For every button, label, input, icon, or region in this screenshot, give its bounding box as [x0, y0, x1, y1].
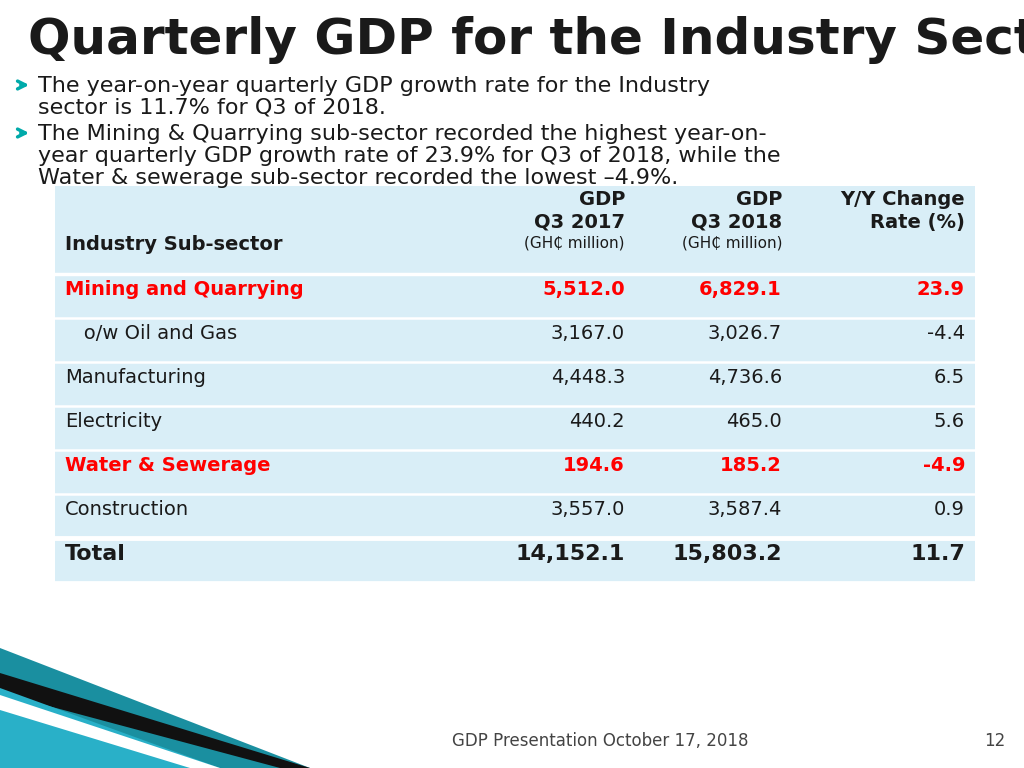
Text: Electricity: Electricity — [65, 412, 162, 431]
Text: 3,026.7: 3,026.7 — [708, 324, 782, 343]
Bar — [55, 494, 975, 538]
Text: (GH₵ million): (GH₵ million) — [524, 235, 625, 250]
Text: GDP Presentation October 17, 2018: GDP Presentation October 17, 2018 — [452, 732, 749, 750]
Bar — [55, 450, 975, 494]
Text: o/w Oil and Gas: o/w Oil and Gas — [65, 324, 238, 343]
Bar — [55, 538, 975, 582]
Text: 23.9: 23.9 — [918, 280, 965, 299]
Bar — [55, 318, 975, 362]
Text: -4.4: -4.4 — [927, 324, 965, 343]
Text: year quarterly GDP growth rate of 23.9% for Q3 of 2018, while the: year quarterly GDP growth rate of 23.9% … — [38, 146, 780, 166]
Text: sector is 11.7% for Q3 of 2018.: sector is 11.7% for Q3 of 2018. — [38, 98, 386, 118]
Polygon shape — [0, 688, 220, 768]
Text: The Mining & Quarrying sub-sector recorded the highest year-on-: The Mining & Quarrying sub-sector record… — [38, 124, 767, 144]
Text: 5.6: 5.6 — [934, 412, 965, 431]
Bar — [55, 362, 975, 406]
Text: Quarterly GDP for the Industry Sector: Quarterly GDP for the Industry Sector — [28, 16, 1024, 64]
Text: (GH₵ million): (GH₵ million) — [682, 235, 782, 250]
Text: 4,736.6: 4,736.6 — [708, 368, 782, 387]
Text: -4.9: -4.9 — [923, 456, 965, 475]
Polygon shape — [0, 648, 310, 768]
Polygon shape — [0, 695, 220, 768]
Text: 465.0: 465.0 — [726, 412, 782, 431]
Text: Water & sewerage sub-sector recorded the lowest –4.9%.: Water & sewerage sub-sector recorded the… — [38, 168, 678, 188]
Text: Y/Y Change
Rate (%): Y/Y Change Rate (%) — [841, 190, 965, 232]
Text: Construction: Construction — [65, 500, 189, 519]
Bar — [55, 406, 975, 450]
Text: 3,557.0: 3,557.0 — [551, 500, 625, 519]
Text: Industry Sub-sector: Industry Sub-sector — [65, 235, 283, 254]
Text: Total: Total — [65, 544, 126, 564]
Text: Water & Sewerage: Water & Sewerage — [65, 456, 270, 475]
Text: 4,448.3: 4,448.3 — [551, 368, 625, 387]
Bar — [55, 274, 975, 318]
Text: 3,587.4: 3,587.4 — [708, 500, 782, 519]
Text: 12: 12 — [984, 732, 1005, 750]
Text: 5,512.0: 5,512.0 — [543, 280, 625, 299]
Bar — [55, 186, 975, 582]
Text: 6.5: 6.5 — [934, 368, 965, 387]
Text: GDP
Q3 2018: GDP Q3 2018 — [691, 190, 782, 232]
Text: 14,152.1: 14,152.1 — [516, 544, 625, 564]
Text: 11.7: 11.7 — [910, 544, 965, 564]
Text: 440.2: 440.2 — [569, 412, 625, 431]
Text: GDP
Q3 2017: GDP Q3 2017 — [534, 190, 625, 232]
Text: 194.6: 194.6 — [563, 456, 625, 475]
Text: 3,167.0: 3,167.0 — [551, 324, 625, 343]
Text: The year-on-year quarterly GDP growth rate for the Industry: The year-on-year quarterly GDP growth ra… — [38, 76, 710, 96]
Text: 0.9: 0.9 — [934, 500, 965, 519]
Text: 185.2: 185.2 — [720, 456, 782, 475]
Polygon shape — [0, 673, 310, 768]
Text: 15,803.2: 15,803.2 — [673, 544, 782, 564]
Text: Manufacturing: Manufacturing — [65, 368, 206, 387]
Text: Mining and Quarrying: Mining and Quarrying — [65, 280, 304, 299]
Text: 6,829.1: 6,829.1 — [699, 280, 782, 299]
